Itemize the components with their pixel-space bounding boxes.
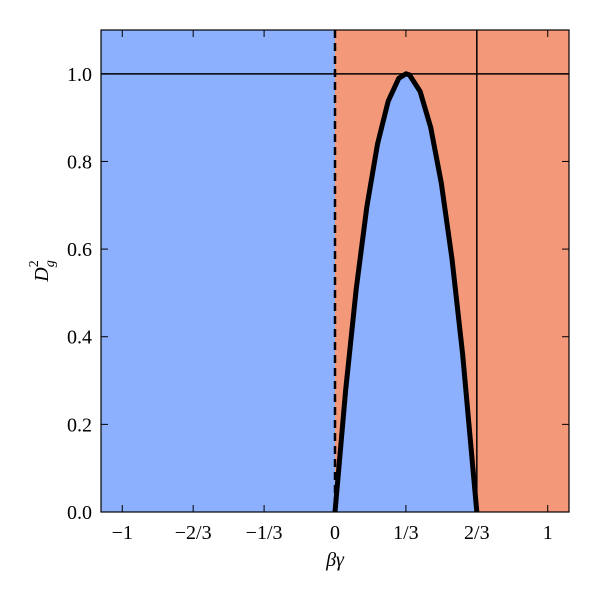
axes: −1 −2/3 −1/3 0 1/3 2/3 1 0.0 0.2 0.4 0.6 0.8 1.0	[67, 29, 570, 544]
x-tick-label: −1	[112, 522, 133, 544]
curve	[332, 71, 480, 512]
y-tick-label: 0.4	[67, 327, 92, 349]
x-tick-label: 0	[330, 522, 340, 544]
y-tick-label: 0.0	[67, 502, 92, 524]
x-tick-label: 2/3	[464, 522, 490, 544]
y-tick-label: 0.2	[67, 414, 92, 436]
region	[101, 30, 335, 512]
x-tick-label: 1	[543, 522, 553, 544]
x-tick-label: −2/3	[175, 522, 212, 544]
plot-area	[101, 30, 569, 512]
y-axis-label: Dg2	[27, 260, 58, 282]
y-tick-label: 0.6	[67, 239, 92, 261]
y-label-sub: g	[43, 260, 58, 267]
y-label-sup: 2	[27, 260, 42, 267]
y-label-base: D	[31, 267, 53, 283]
x-tick-label: −1/3	[246, 522, 283, 544]
x-axis-label: βγ	[325, 549, 345, 571]
x-tick-label: 1/3	[393, 522, 419, 544]
y-tick-label: 1.0	[67, 64, 92, 86]
y-tick-label: 0.8	[67, 151, 92, 173]
